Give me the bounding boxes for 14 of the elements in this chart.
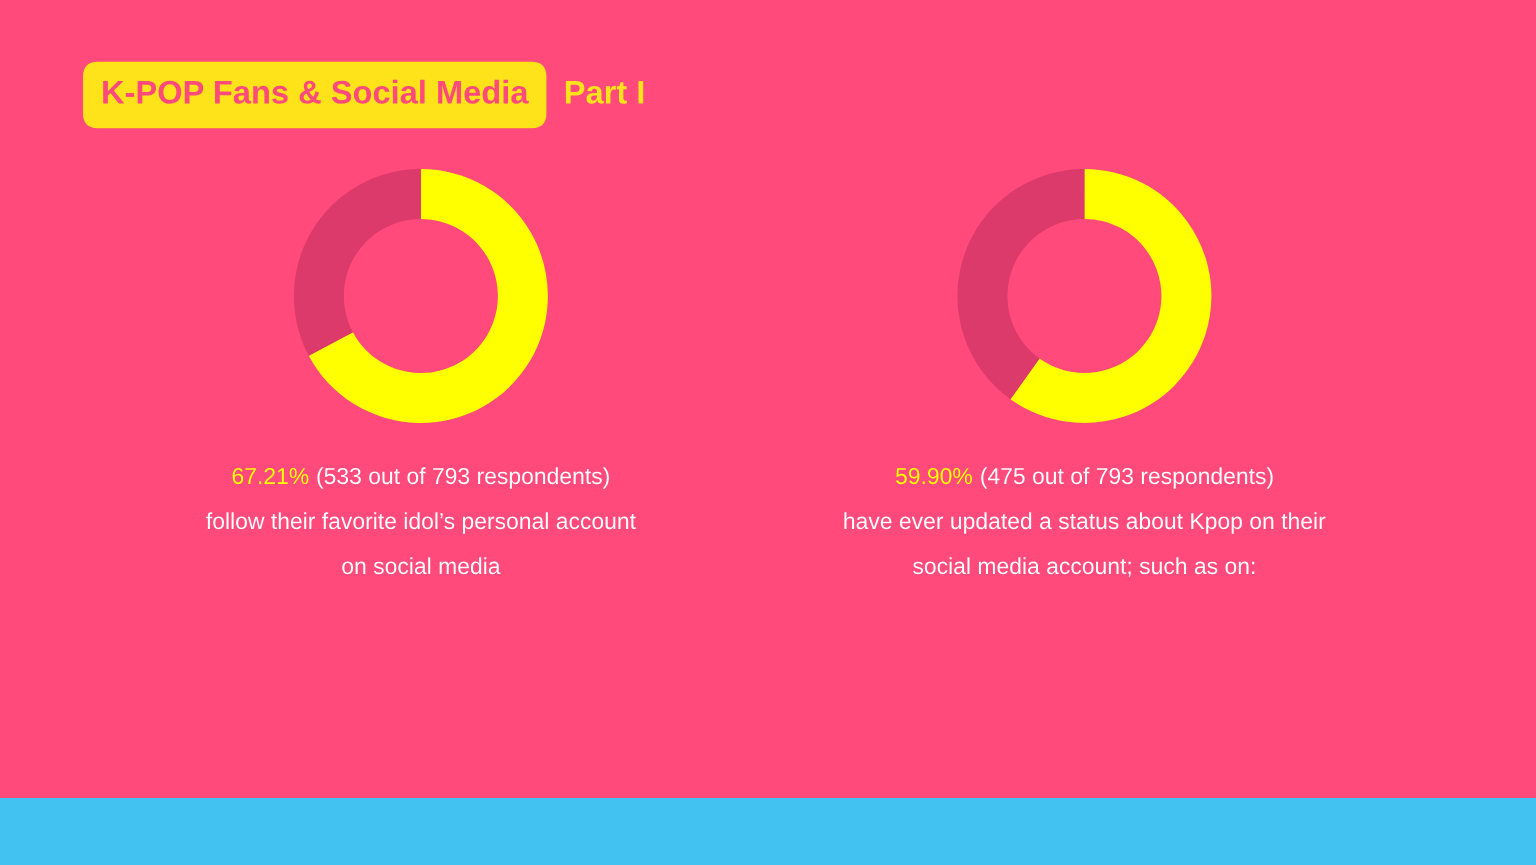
- donut-slice: [293, 169, 421, 356]
- text: have ever updated a status about Kpop on their: [844, 512, 1326, 534]
- chart-subtitle: Part I: [565, 80, 644, 104]
- text: 67.21%: [232, 467, 309, 485]
- text: on social media: [342, 557, 501, 575]
- text: (475 out of 793 respondents): [981, 467, 1273, 489]
- text: 59.90%: [895, 467, 972, 485]
- text: follow their favorite idol’s personal account: [206, 512, 636, 534]
- text: (533 out of 793 respondents): [317, 467, 609, 489]
- donut-slice: [308, 169, 548, 423]
- donut-slice: [1010, 169, 1212, 423]
- donut-slice: [957, 169, 1085, 400]
- text: social media account; such as on:: [913, 557, 1255, 577]
- chart-title: K-POP Fans & Social Media: [103, 79, 529, 104]
